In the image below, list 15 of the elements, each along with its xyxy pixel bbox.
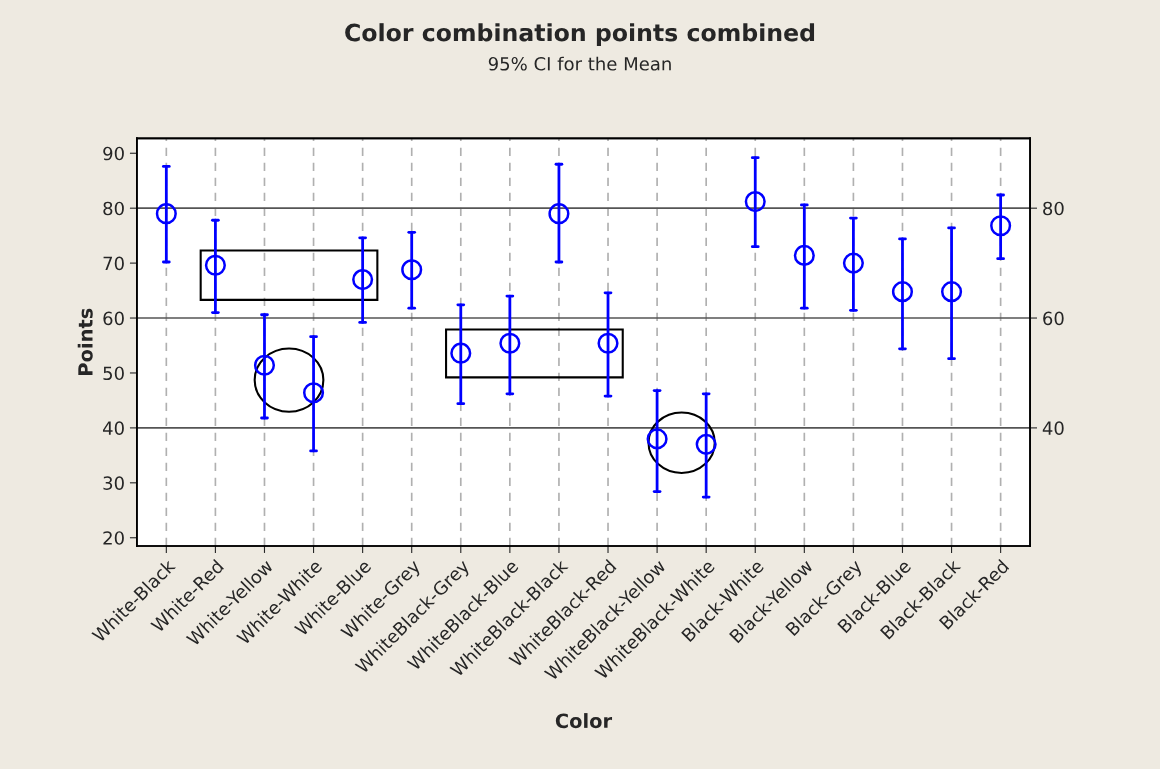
y-tick-label: 70 <box>103 256 124 271</box>
y-tick-label: 20 <box>103 531 124 545</box>
y-tick-label: 40 <box>102 421 124 436</box>
y-tick-label: 50 <box>103 366 124 381</box>
y2-tick-label: 40 <box>1042 421 1064 436</box>
y2-tick-label: 80 <box>1043 201 1064 216</box>
y-tick-label: 90 <box>103 146 124 161</box>
y-tick-label: 80 <box>103 201 124 216</box>
x-axis-title: Color <box>555 713 613 729</box>
y2-tick-label: 60 <box>1043 311 1064 326</box>
y-axis-title: Points <box>77 308 93 375</box>
chart-title: Color combination points combined <box>345 23 815 47</box>
chart-subtitle: 95% CI for the Mean <box>488 56 671 71</box>
y-tick-label: 30 <box>103 476 124 490</box>
y-tick-label: 60 <box>103 311 124 326</box>
